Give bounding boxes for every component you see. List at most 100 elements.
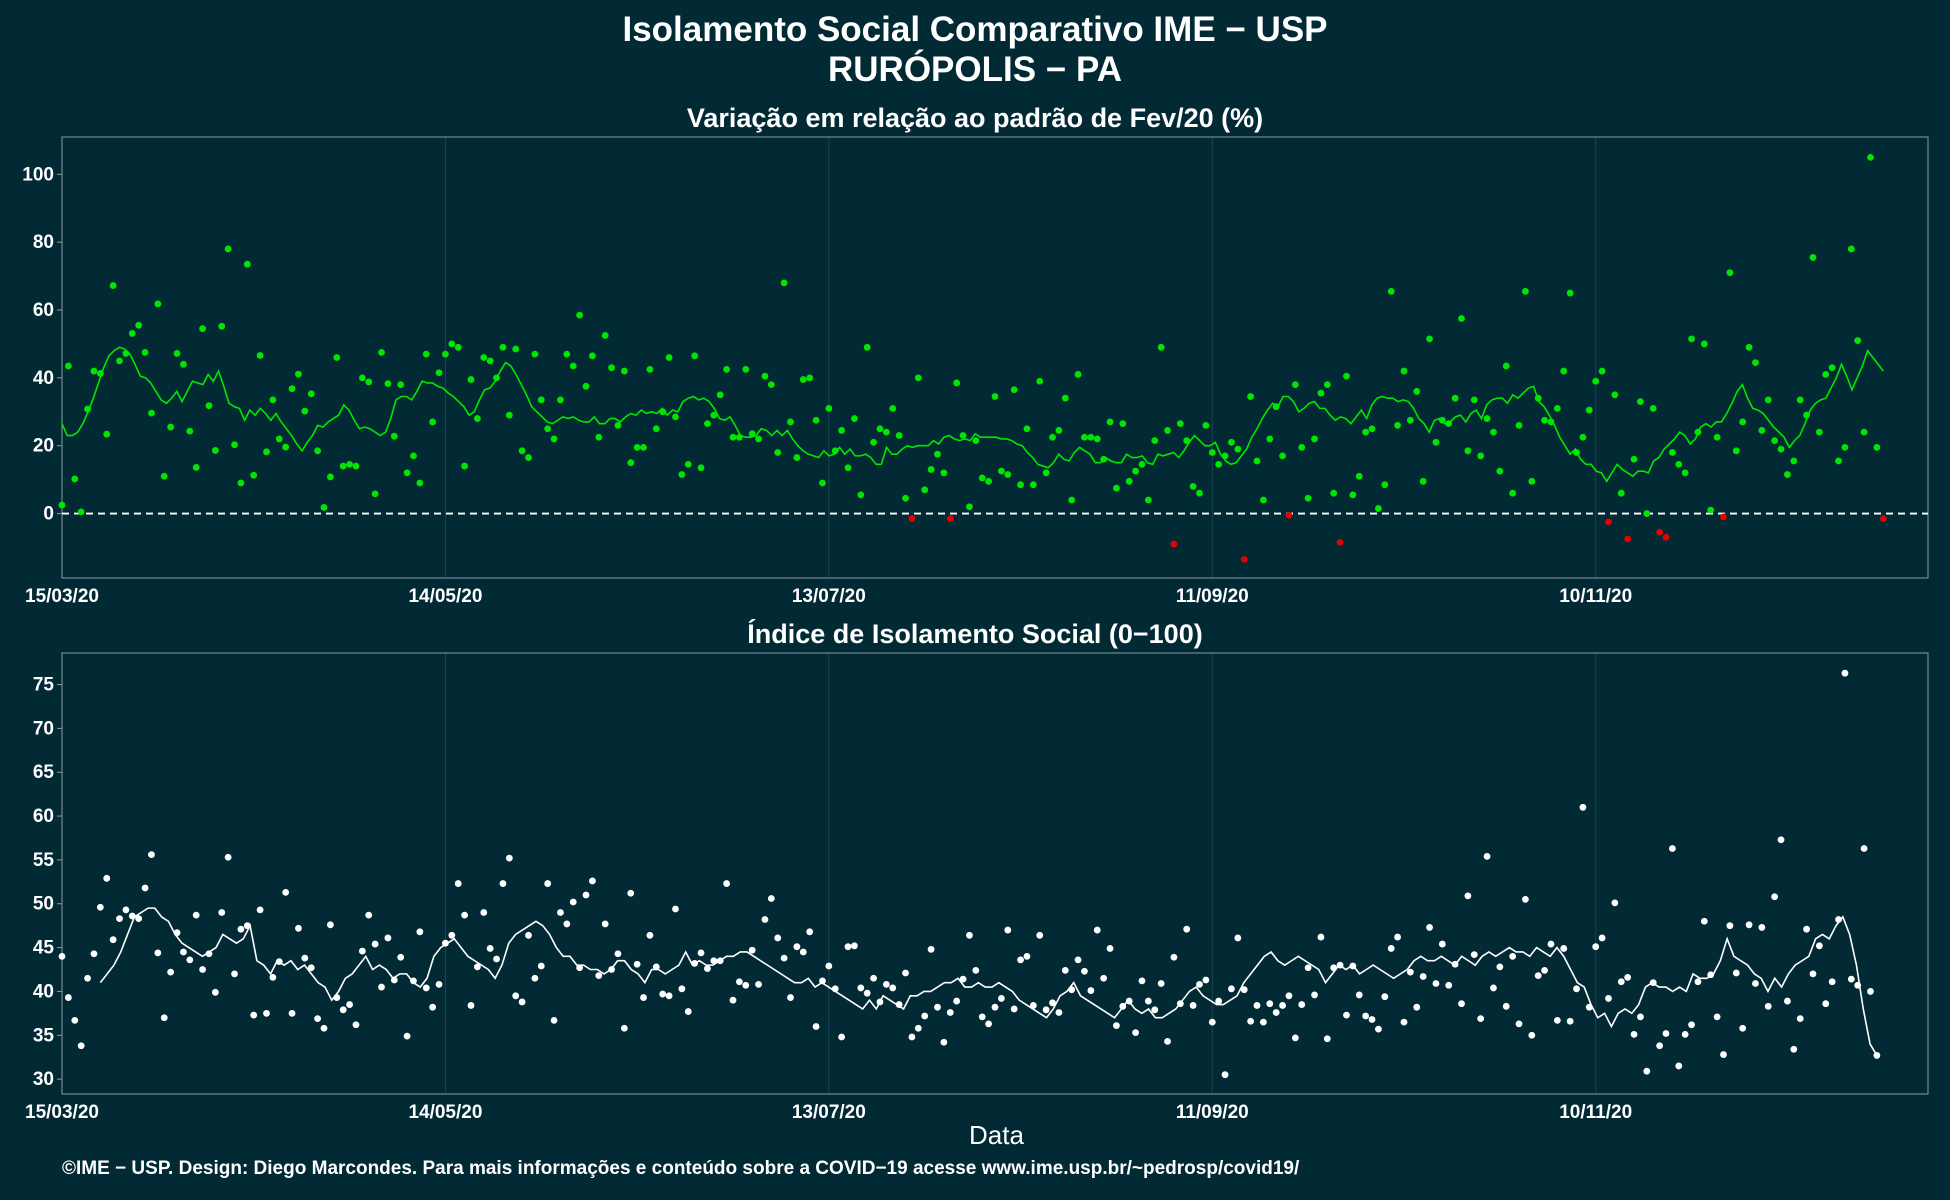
data-point xyxy=(1272,403,1280,411)
data-point xyxy=(90,367,98,375)
data-point xyxy=(646,931,654,939)
data-point xyxy=(422,350,430,358)
data-point xyxy=(1796,396,1804,404)
data-point xyxy=(1624,973,1632,981)
data-point xyxy=(672,905,679,913)
data-point xyxy=(972,966,980,974)
data-point xyxy=(589,877,596,885)
data-point xyxy=(838,427,846,434)
data-point xyxy=(1049,999,1056,1007)
data-point xyxy=(991,1003,999,1011)
data-point xyxy=(1515,1020,1523,1028)
index-chart: 15/03/20 14/05/20 13/07/20 11/09/20 10/11/20… xyxy=(25,652,1929,1123)
data-point xyxy=(186,427,194,435)
data-point xyxy=(1700,917,1708,925)
data-point xyxy=(991,393,999,400)
data-point xyxy=(346,1001,353,1008)
data-point xyxy=(224,853,232,861)
data-point xyxy=(486,357,494,365)
data-point xyxy=(851,942,858,950)
data-point xyxy=(320,504,328,511)
data-point xyxy=(1592,377,1600,385)
data-point xyxy=(199,966,206,973)
data-point xyxy=(371,490,379,498)
data-point xyxy=(761,916,769,923)
data-point xyxy=(493,955,500,963)
data-point xyxy=(1470,396,1478,404)
data-point xyxy=(569,898,577,906)
data-point xyxy=(1579,803,1587,811)
data-point xyxy=(793,454,801,461)
data-point xyxy=(1413,388,1421,395)
data-point xyxy=(767,381,775,389)
data-point xyxy=(1074,371,1082,378)
data-point xyxy=(1343,372,1350,380)
data-point xyxy=(1253,1002,1261,1009)
data-point xyxy=(1419,477,1427,485)
data-point xyxy=(1822,1000,1830,1008)
data-point xyxy=(1055,427,1063,434)
data-point xyxy=(1592,943,1600,951)
data-point xyxy=(160,472,168,480)
data-point xyxy=(908,515,916,523)
data-point xyxy=(378,349,385,356)
data-point xyxy=(352,462,360,470)
data-point xyxy=(186,956,194,964)
data-point xyxy=(1688,1021,1695,1029)
data-point xyxy=(1017,956,1024,964)
data-point xyxy=(627,889,635,897)
data-point xyxy=(1515,421,1523,429)
x-tick-label: 10/11/20 xyxy=(1559,586,1632,607)
data-point xyxy=(1790,457,1798,465)
data-point xyxy=(1023,425,1031,433)
data-point xyxy=(1106,418,1114,426)
data-point xyxy=(103,874,111,882)
data-point xyxy=(1010,386,1018,394)
data-point xyxy=(1541,966,1548,974)
data-point xyxy=(346,460,353,468)
data-point xyxy=(589,352,596,360)
data-point xyxy=(1317,389,1325,397)
data-point xyxy=(614,950,622,958)
data-point xyxy=(640,443,647,451)
data-point xyxy=(1100,455,1108,463)
data-point xyxy=(774,449,782,456)
data-point xyxy=(1298,443,1306,451)
data-point xyxy=(710,957,718,965)
data-point xyxy=(1330,489,1338,497)
data-point xyxy=(384,380,392,388)
data-point xyxy=(940,469,948,477)
data-point xyxy=(1004,926,1012,934)
data-point xyxy=(1240,986,1248,994)
data-point xyxy=(1208,1018,1216,1026)
data-point xyxy=(793,943,801,951)
data-point xyxy=(1470,951,1478,958)
data-point xyxy=(1304,494,1312,502)
data-point xyxy=(889,984,897,992)
data-point xyxy=(237,925,245,933)
data-point xyxy=(870,438,877,446)
data-point xyxy=(397,381,405,389)
data-point xyxy=(902,969,909,977)
data-point xyxy=(914,1024,922,1032)
data-point xyxy=(723,880,731,887)
data-point xyxy=(1368,1016,1376,1023)
data-point xyxy=(1828,364,1836,372)
data-point xyxy=(1170,953,1178,961)
data-point xyxy=(1477,1015,1485,1023)
data-point xyxy=(211,447,219,454)
data-point xyxy=(314,1015,322,1023)
data-point xyxy=(1585,406,1593,414)
data-point xyxy=(358,374,366,382)
data-point xyxy=(1675,460,1683,468)
data-point xyxy=(844,943,852,951)
data-point xyxy=(1119,420,1127,428)
data-point xyxy=(307,390,315,398)
data-point xyxy=(173,350,181,357)
data-point xyxy=(1055,1009,1063,1016)
data-point xyxy=(966,931,973,939)
data-point xyxy=(1208,449,1216,456)
data-point xyxy=(863,989,871,997)
data-point xyxy=(141,884,149,892)
data-point xyxy=(1771,893,1779,901)
